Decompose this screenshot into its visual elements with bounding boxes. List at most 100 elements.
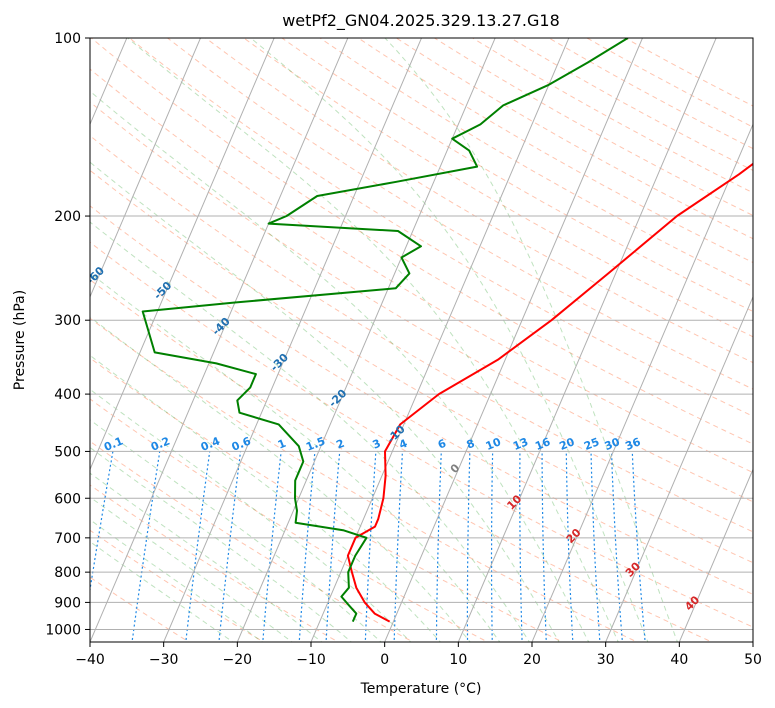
mixing-ratio-label: 3 bbox=[371, 437, 383, 452]
x-axis-label: Temperature (°C) bbox=[360, 681, 482, 697]
y-tick-label: 500 bbox=[54, 444, 81, 460]
dewpoint-line bbox=[141, 38, 629, 623]
moist-adiabat bbox=[90, 388, 412, 642]
x-tick-label: 50 bbox=[744, 652, 762, 668]
isotherm-gridline bbox=[90, 38, 349, 642]
mixing-ratio-label: 20 bbox=[557, 435, 576, 453]
x-tick-label: 40 bbox=[670, 652, 688, 668]
dry-adiabat bbox=[90, 101, 753, 503]
dry-adiabat bbox=[242, 38, 753, 338]
isotherm-label: -60 bbox=[84, 264, 107, 287]
moist-adiabats bbox=[90, 38, 678, 642]
y-tick-label: 800 bbox=[54, 565, 81, 581]
mixing-ratio-line bbox=[90, 451, 114, 594]
mixing-ratio-line bbox=[435, 451, 442, 642]
moist-adiabat bbox=[90, 272, 501, 642]
y-tick-label: 400 bbox=[54, 387, 81, 403]
x-tick-label: 10 bbox=[449, 652, 467, 668]
dry-adiabat bbox=[624, 38, 753, 107]
plot-frame bbox=[89, 37, 754, 643]
dry-adiabat bbox=[128, 38, 753, 417]
mixing-ratio-label: 30 bbox=[603, 435, 622, 453]
dry-adiabat bbox=[90, 484, 340, 642]
y-tick-label: 100 bbox=[54, 31, 81, 47]
isotherm-gridline bbox=[236, 38, 496, 642]
mixing-ratio-label: 25 bbox=[582, 435, 601, 453]
isotherm-label: -30 bbox=[268, 351, 291, 374]
dry-adiabat bbox=[90, 135, 753, 533]
y-tick-label: 600 bbox=[54, 491, 81, 507]
x-tick-label: −40 bbox=[75, 652, 105, 668]
x-axis: −40 −30 −20 −10 0 10 20 30 40 50 bbox=[75, 642, 762, 668]
mixing-ratio-label: 6 bbox=[436, 437, 448, 452]
dry-adiabat bbox=[90, 529, 265, 642]
isotherm-gridline bbox=[163, 38, 423, 642]
isotherm-label: 20 bbox=[564, 526, 584, 546]
dry-adiabat bbox=[90, 440, 414, 642]
y-tick-label: 700 bbox=[54, 531, 81, 547]
profile-lines bbox=[141, 38, 753, 623]
isotherm-gridline bbox=[752, 640, 753, 642]
dry-adiabat bbox=[90, 317, 639, 642]
mixing-ratio-line bbox=[590, 451, 601, 642]
mixing-ratio-line bbox=[364, 451, 377, 642]
isotherm-label: -80 bbox=[0, 162, 4, 185]
mixing-ratio-label: 16 bbox=[533, 435, 552, 453]
mixing-ratio-line bbox=[519, 451, 523, 642]
isotherm-label: -40 bbox=[209, 315, 232, 338]
y-axis: 100 200 300 400 500 600 700 800 900 1000 bbox=[45, 31, 90, 638]
x-tick-label: −20 bbox=[223, 652, 253, 668]
dry-adiabat bbox=[90, 169, 753, 564]
mixing-ratio-line bbox=[631, 451, 646, 642]
mixing-ratio-line bbox=[565, 451, 574, 642]
x-tick-label: 20 bbox=[523, 652, 541, 668]
dry-adiabat bbox=[90, 398, 489, 642]
isotherm-gridline bbox=[90, 38, 128, 126]
moist-adiabat bbox=[90, 419, 382, 642]
dry-adiabat bbox=[395, 38, 753, 240]
dry-adiabat bbox=[166, 38, 753, 390]
dry-adiabat bbox=[357, 38, 753, 264]
mixing-ratio-label: 1 bbox=[276, 437, 288, 452]
mixing-ratio-label: 36 bbox=[623, 435, 642, 453]
isotherm-gridline bbox=[90, 38, 202, 299]
y-tick-label: 300 bbox=[54, 313, 81, 329]
isotherm-gridline bbox=[605, 295, 753, 642]
isotherm-label: -20 bbox=[326, 386, 349, 409]
y-tick-label: 200 bbox=[54, 209, 81, 225]
moist-adiabat bbox=[90, 90, 590, 642]
mixing-ratio-line bbox=[218, 451, 242, 642]
x-tick-label: −10 bbox=[296, 652, 326, 668]
mixing-ratio-label: 2 bbox=[334, 437, 346, 452]
mixing-ratio-line bbox=[131, 451, 161, 642]
dry-adiabat bbox=[281, 38, 753, 313]
dry-adiabat bbox=[90, 357, 564, 642]
mixing-ratio-line bbox=[490, 451, 494, 642]
dry-adiabat bbox=[90, 38, 753, 445]
dry-adiabat bbox=[585, 38, 753, 128]
mixing-ratio-label: 13 bbox=[511, 435, 530, 453]
isotherm-gridline bbox=[678, 468, 753, 642]
x-tick-label: 30 bbox=[597, 652, 615, 668]
y-axis-label: Pressure (hPa) bbox=[12, 290, 28, 390]
plot-area: 0.10.20.40.611.52346810131620253036-100-… bbox=[0, 38, 753, 642]
temperature-line bbox=[346, 162, 753, 623]
mixing-ratio-line bbox=[541, 451, 547, 642]
mixing-ratio-line bbox=[325, 451, 341, 642]
y-tick-label: 1000 bbox=[45, 622, 81, 638]
mixing-ratio-lines bbox=[90, 451, 646, 642]
mixing-ratio-line bbox=[610, 451, 624, 642]
isotherm-gridline bbox=[531, 123, 753, 642]
isotherm-gridlines bbox=[90, 38, 753, 642]
isotherm-label: -50 bbox=[151, 279, 174, 302]
dry-adiabat bbox=[319, 38, 753, 288]
isotherm-label: -70 bbox=[32, 213, 55, 236]
moist-adiabat bbox=[90, 541, 234, 642]
mixing-ratio-label: 10 bbox=[484, 435, 503, 453]
isotherm-gridline bbox=[457, 38, 717, 642]
dry-adiabat bbox=[471, 38, 753, 194]
pressure-gridlines bbox=[90, 38, 753, 630]
chart-title: wetPf2_GN04.2025.329.13.27.G18 bbox=[282, 11, 560, 31]
dry-adiabat bbox=[90, 576, 190, 642]
